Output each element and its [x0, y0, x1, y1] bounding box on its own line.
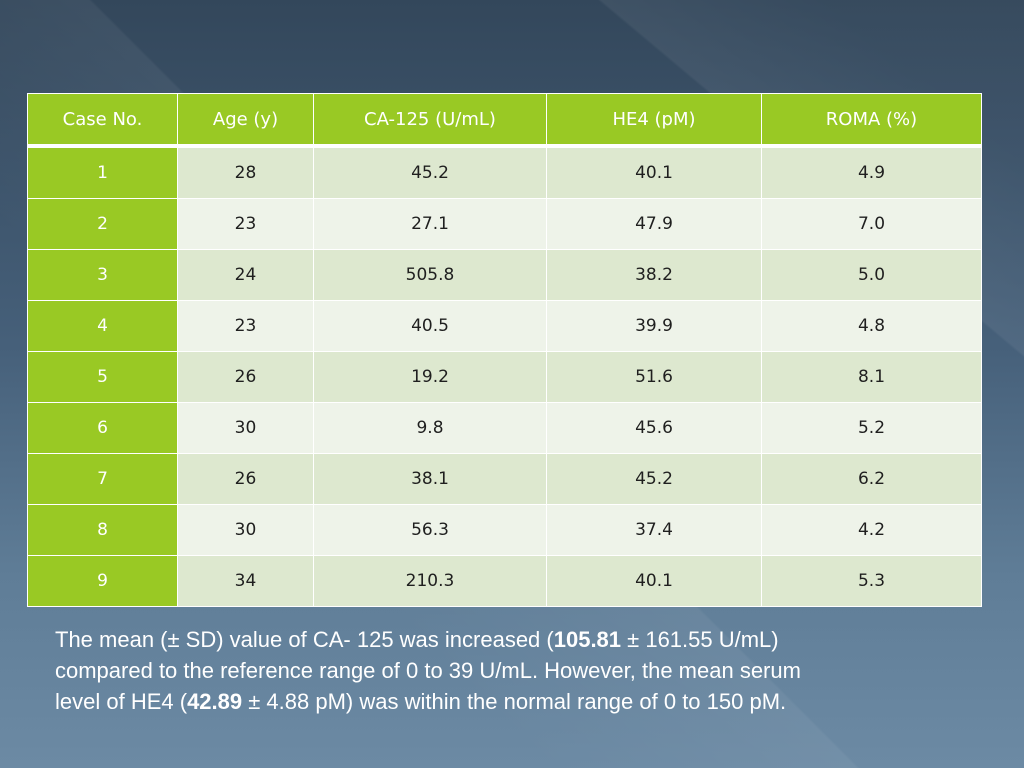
age-cell: 23: [177, 198, 314, 250]
he4-cell: 47.9: [546, 198, 762, 250]
table-row: 4 23 40.5 39.9 4.8: [27, 300, 982, 352]
table-header-row: Case No. Age (y) CA-125 (U/mL) HE4 (pM) …: [27, 93, 982, 148]
roma-cell: 6.2: [761, 453, 982, 505]
age-cell: 24: [177, 249, 314, 301]
table-row: 7 26 38.1 45.2 6.2: [27, 453, 982, 505]
header-roma: ROMA (%): [761, 93, 982, 148]
table-row: 9 34 210.3 40.1 5.3: [27, 555, 982, 607]
ca125-cell: 27.1: [313, 198, 547, 250]
he4-cell: 45.6: [546, 402, 762, 454]
ca125-cell: 45.2: [313, 145, 547, 199]
summary-line2: compared to the reference range of 0 to …: [55, 658, 801, 683]
case-number-cell: 1: [27, 145, 178, 199]
header-case-no: Case No.: [27, 93, 178, 148]
table-row: 2 23 27.1 47.9 7.0: [27, 198, 982, 250]
he4-cell: 51.6: [546, 351, 762, 403]
table-row: 8 30 56.3 37.4 4.2: [27, 504, 982, 556]
ca125-cell: 9.8: [313, 402, 547, 454]
he4-cell: 40.1: [546, 145, 762, 199]
he4-cell: 39.9: [546, 300, 762, 352]
table-row: 5 26 19.2 51.6 8.1: [27, 351, 982, 403]
summary-line1-end: ± 161.55 U/mL): [621, 627, 779, 652]
roma-cell: 7.0: [761, 198, 982, 250]
case-number-cell: 6: [27, 402, 178, 454]
he4-cell: 38.2: [546, 249, 762, 301]
case-number-cell: 7: [27, 453, 178, 505]
table-row: 3 24 505.8 38.2 5.0: [27, 249, 982, 301]
ca125-cell: 38.1: [313, 453, 547, 505]
roma-cell: 5.0: [761, 249, 982, 301]
roma-cell: 8.1: [761, 351, 982, 403]
ca125-mean-value: 105.81: [553, 627, 622, 652]
age-cell: 34: [177, 555, 314, 607]
case-number-cell: 2: [27, 198, 178, 250]
age-cell: 30: [177, 402, 314, 454]
roma-cell: 4.9: [761, 145, 982, 199]
age-cell: 28: [177, 145, 314, 199]
case-number-cell: 9: [27, 555, 178, 607]
case-number-cell: 4: [27, 300, 178, 352]
table-row: 1 28 45.2 40.1 4.9: [27, 145, 982, 199]
case-number-cell: 5: [27, 351, 178, 403]
ca125-cell: 210.3: [313, 555, 547, 607]
header-ca125: CA-125 (U/mL): [313, 93, 547, 148]
summary-line1-start: The mean (± SD) value of CA- 125 was inc…: [55, 627, 554, 652]
summary-line3-end: ± 4.88 pM) was within the normal range o…: [242, 689, 787, 714]
header-he4: HE4 (pM): [546, 93, 762, 148]
he4-cell: 37.4: [546, 504, 762, 556]
he4-mean-value: 42.89: [187, 689, 243, 714]
age-cell: 23: [177, 300, 314, 352]
he4-cell: 40.1: [546, 555, 762, 607]
roma-cell: 4.2: [761, 504, 982, 556]
header-age: Age (y): [177, 93, 314, 148]
case-data-table: Case No. Age (y) CA-125 (U/mL) HE4 (pM) …: [27, 93, 982, 607]
roma-cell: 5.3: [761, 555, 982, 607]
roma-cell: 5.2: [761, 402, 982, 454]
ca125-cell: 40.5: [313, 300, 547, 352]
roma-cell: 4.8: [761, 300, 982, 352]
summary-text: The mean (± SD) value of CA- 125 was inc…: [55, 624, 985, 717]
age-cell: 26: [177, 453, 314, 505]
age-cell: 30: [177, 504, 314, 556]
age-cell: 26: [177, 351, 314, 403]
ca125-cell: 56.3: [313, 504, 547, 556]
case-number-cell: 8: [27, 504, 178, 556]
ca125-cell: 19.2: [313, 351, 547, 403]
table-row: 6 30 9.8 45.6 5.2: [27, 402, 982, 454]
case-number-cell: 3: [27, 249, 178, 301]
ca125-cell: 505.8: [313, 249, 547, 301]
summary-line3-start: level of HE4 (: [55, 689, 188, 714]
he4-cell: 45.2: [546, 453, 762, 505]
